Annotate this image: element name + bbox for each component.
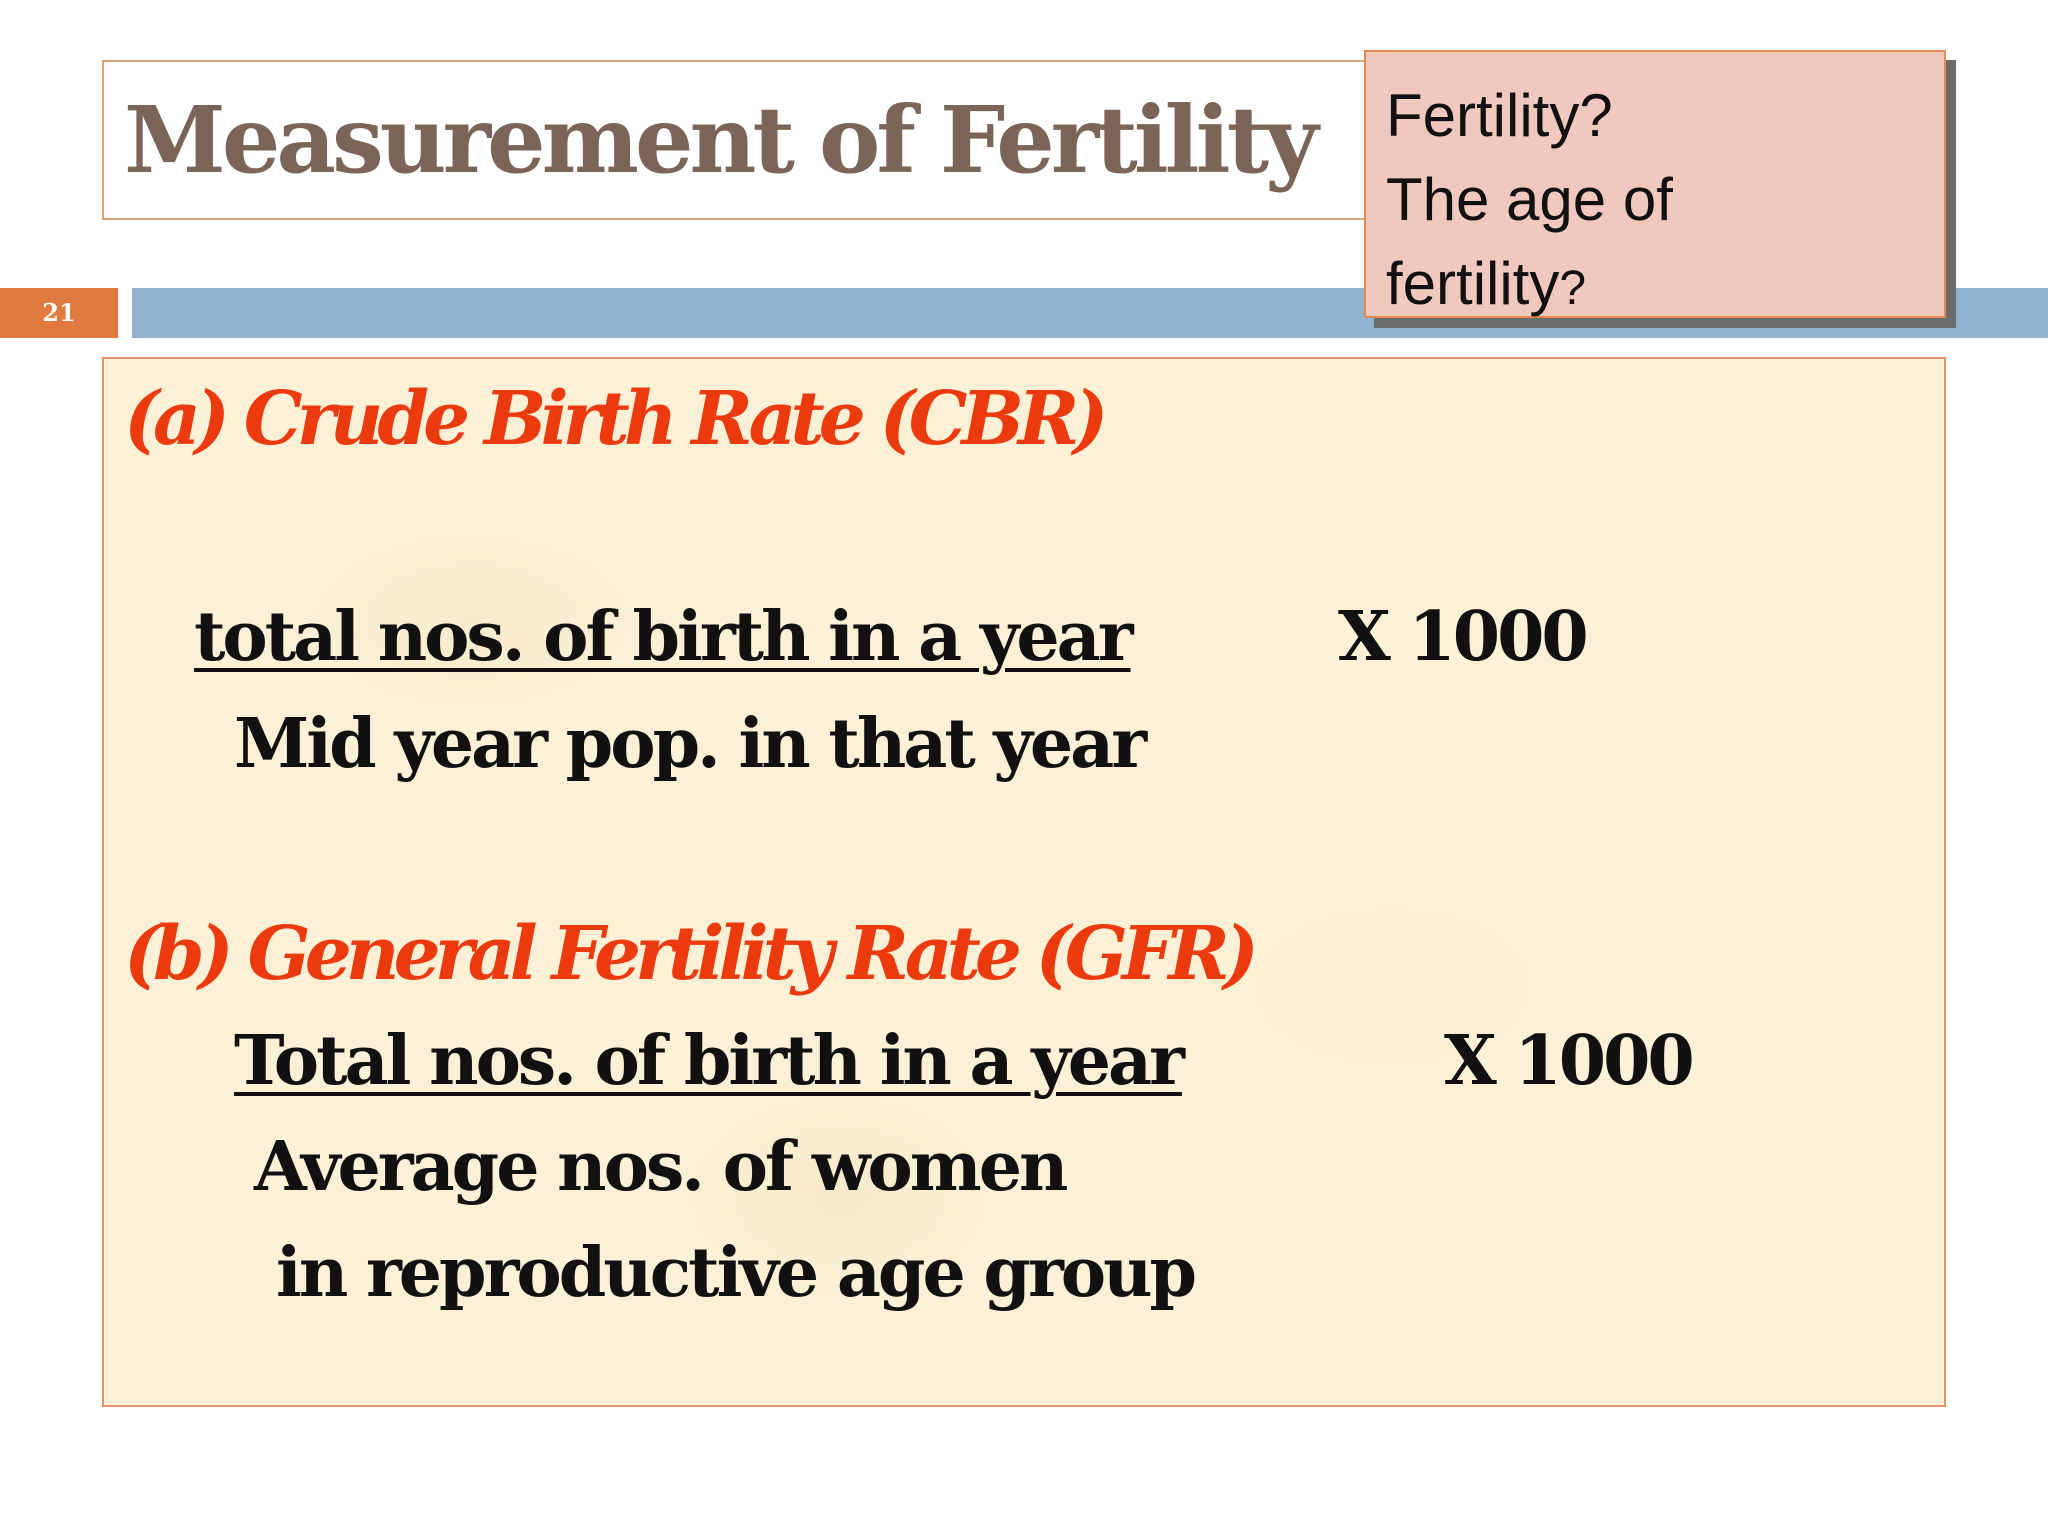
note-callout: Fertility? The age of fertility? — [1364, 50, 1946, 318]
gfr-denominator-line-2: in reproductive age group — [276, 1233, 1197, 1313]
slide-number: 21 — [0, 288, 118, 338]
gfr-numerator: Total nos. of birth in a year — [234, 1021, 1185, 1101]
note-line-2: The age of — [1386, 166, 1673, 233]
cbr-heading: (a) Crude Birth Rate (CBR) — [124, 376, 1109, 462]
gfr-denominator-line-1: Average nos. of women — [254, 1127, 1068, 1207]
cbr-numerator: total nos. of birth in a year — [194, 597, 1134, 677]
note-line-1: Fertility? — [1386, 82, 1613, 149]
note-line-3: fertility? — [1386, 242, 1944, 331]
note-line-3-text: fertility — [1386, 250, 1560, 317]
cbr-denominator: Mid year pop. in that year — [234, 704, 1147, 784]
note-line-3-mark: ? — [1559, 262, 1587, 315]
title-box: Measurement of Fertility — [102, 60, 1424, 220]
slide-title: Measurement of Fertility — [124, 86, 1319, 194]
cbr-multiplier: X 1000 — [1338, 597, 1589, 677]
content-panel: (a) Crude Birth Rate (CBR) total nos. of… — [102, 357, 1946, 1407]
gfr-heading: (b) General Fertility Rate (GFR) — [124, 911, 1259, 997]
gfr-multiplier: X 1000 — [1444, 1021, 1695, 1101]
